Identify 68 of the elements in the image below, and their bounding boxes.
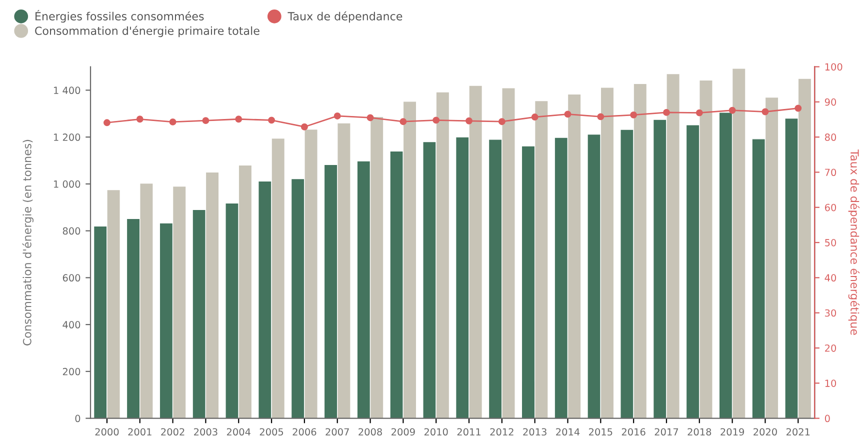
- point: [794, 104, 802, 112]
- x-tick-label: 2021: [786, 428, 810, 436]
- point: [268, 116, 276, 124]
- y-tick-label: 1 200: [54, 134, 80, 141]
- y2-tick-label: 60: [824, 204, 836, 212]
- x-tick-label: 2014: [556, 428, 580, 436]
- x-tick-label: 2006: [292, 428, 316, 436]
- legend-label: Consommation d'énergie primaire totale: [35, 26, 260, 38]
- point: [400, 118, 407, 126]
- x-tick-label: 2002: [161, 428, 184, 436]
- x-tick-label: 2013: [523, 428, 546, 436]
- point: [103, 119, 110, 126]
- point: [663, 108, 670, 116]
- y2-tick-label: 10: [825, 380, 836, 387]
- legend-label: Énergies fossiles consommées: [36, 10, 204, 23]
- y2-tick-label: 50: [825, 239, 836, 246]
- x-tick-label: 2007: [326, 428, 349, 436]
- x-tick-label: 2019: [720, 428, 744, 436]
- y-tick-label: 600: [62, 274, 80, 282]
- x-tick-label: 2005: [260, 428, 284, 436]
- point: [498, 118, 506, 126]
- y-axis-title: Consommation d'énergie (en tonnes): [22, 140, 34, 346]
- y-tick-label: 1 400: [54, 86, 80, 94]
- y2-tick-label: 0: [824, 414, 830, 422]
- y2-tick-label: 20: [825, 344, 836, 352]
- x-tick-label: 2001: [128, 428, 152, 436]
- legend-label: Taux de dépendance: [288, 11, 402, 23]
- x-tick-label: 2011: [457, 428, 480, 436]
- point: [136, 116, 144, 123]
- point: [466, 117, 472, 124]
- x-tick-label: 2012: [490, 428, 514, 436]
- x-tick-label: 2003: [194, 428, 218, 436]
- point: [432, 116, 440, 124]
- y2-tick-label: 40: [824, 274, 836, 282]
- y2-tick-label: 90: [824, 98, 836, 106]
- x-tick-label: 2017: [654, 428, 678, 436]
- x-tick-label: 2004: [226, 428, 250, 436]
- x-tick-label: 2015: [589, 428, 612, 436]
- point: [762, 108, 769, 116]
- point: [366, 114, 374, 122]
- point: [202, 117, 210, 124]
- y-tick-label: 0: [75, 414, 80, 422]
- point: [300, 123, 308, 130]
- point: [696, 109, 703, 116]
- y2-tick-label: 100: [825, 63, 842, 71]
- point: [630, 111, 638, 118]
- y-tick-label: 800: [62, 227, 80, 235]
- point: [728, 106, 736, 114]
- x-tick-label: 2010: [424, 428, 448, 436]
- point: [169, 118, 176, 126]
- y2-tick-label: 30: [825, 309, 836, 317]
- x-tick-label: 2016: [622, 428, 646, 436]
- y2-tick-label: 70: [825, 168, 836, 176]
- point: [597, 113, 604, 120]
- x-tick-label: 2018: [688, 428, 712, 436]
- y2-axis-title: Taux de dépendance énergétique: [848, 150, 860, 335]
- y-tick-label: 400: [62, 321, 80, 328]
- x-tick-label: 2020: [754, 428, 777, 436]
- point: [564, 110, 572, 118]
- point: [531, 114, 538, 120]
- point: [235, 116, 242, 123]
- x-tick-label: 2000: [95, 428, 119, 436]
- y-tick-label: 1 000: [54, 180, 80, 188]
- y-tick-label: 200: [62, 368, 80, 376]
- y2-tick-label: 80: [824, 134, 836, 141]
- x-tick-label: 2008: [358, 428, 382, 436]
- x-tick-label: 2009: [392, 428, 415, 436]
- point: [334, 112, 341, 120]
